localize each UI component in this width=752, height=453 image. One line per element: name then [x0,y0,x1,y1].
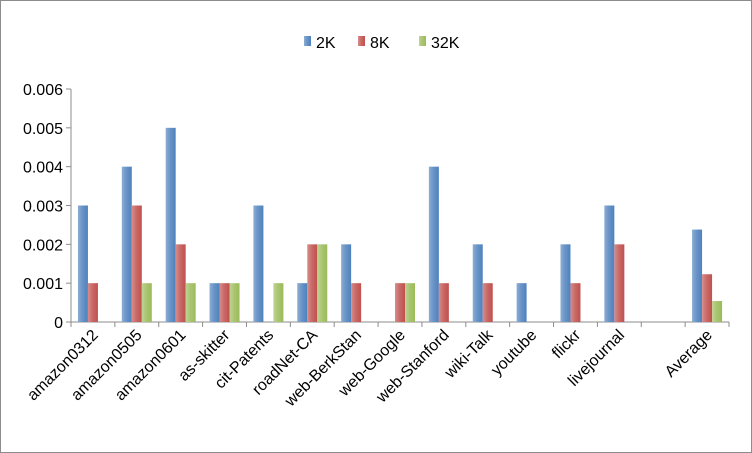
legend-swatch-2k [304,36,311,46]
y-tick-label: 0.002 [23,237,63,254]
legend-label-8k: 8K [370,35,390,52]
x-tick-label-flickr: flickr [549,326,585,362]
x-axis: amazon0312amazon0505amazon0601as-skitter… [24,321,730,411]
bar-amazon0601-32k [185,283,196,322]
bar-web-google-32k [405,283,415,322]
bar-amazon0601-8k [175,244,186,322]
bar-web-google-8k [395,283,405,322]
legend-label-2k: 2K [316,35,336,52]
bar-cit-patents-2k [253,205,264,322]
bar-average-8k [702,274,713,322]
y-tick-label: 0.005 [23,121,63,138]
bar-amazon0505-2k [121,166,132,322]
x-tick-label-wiki-talk: wiki-Talk [441,326,497,382]
bar-as-skitter-8k [219,283,230,322]
y-tick-label: 0.003 [23,199,63,216]
bar-as-skitter-2k [209,283,220,322]
x-tick-label-average: Average [662,327,716,381]
bar-web-stanford-8k [438,283,449,322]
bar-youtube-2k [516,283,527,322]
y-tick-label: 0 [54,315,63,332]
y-axis: 0 0.001 0.002 0.003 0.004 0.005 0.006 [23,82,72,332]
bar-web-berkstan-8k [351,283,362,322]
bar-livejournal-8k [614,244,625,322]
legend-label-32k: 32K [431,35,460,52]
bar-flickr-8k [570,283,581,322]
bar-livejournal-2k [604,205,615,322]
bar-amazon0601-2k [165,127,176,322]
bar-flickr-2k [560,244,571,322]
bar-web-berkstan-2k [341,244,352,322]
bar-amazon0505-8k [131,205,142,322]
bar-cit-patents-32k [273,283,284,322]
legend: 2K 8K 32K [304,35,460,52]
bar-wiki-talk-2k [472,244,483,322]
bar-average-32k [712,301,723,322]
legend-swatch-8k [358,36,365,46]
bar-web-stanford-2k [428,166,439,322]
bar-as-skitter-32k [229,283,240,322]
bar-average-2k [692,229,703,322]
bar-roadnet-ca-2k [297,283,308,322]
y-tick-label: 0.001 [23,276,63,293]
bar-amazon0505-32k [141,283,152,322]
y-tick-label: 0.006 [23,82,63,99]
bar-wiki-talk-8k [482,283,493,322]
legend-swatch-32k [419,36,426,46]
bar-amazon0312-2k [77,205,88,322]
bar-roadnet-ca-32k [317,244,328,322]
bar-roadnet-ca-8k [307,244,318,322]
bar-amazon0312-8k [87,283,98,322]
bars [77,127,723,322]
y-tick-label: 0.004 [23,160,63,177]
x-tick-label-youtube: youtube [488,327,540,379]
x-tick-label-web-berkstan: web-BerkStan [281,327,365,411]
